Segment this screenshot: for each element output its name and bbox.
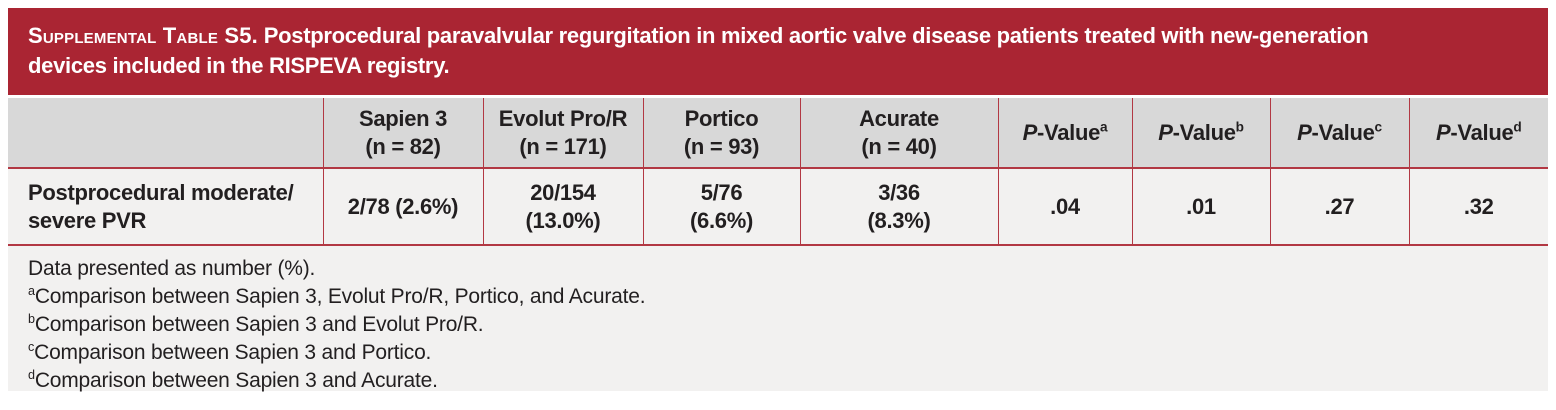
col-header-pvalue-c: P-Valuec [1269, 98, 1409, 168]
cell-pvalue-d: .32 [1408, 168, 1548, 245]
pvalue-superscript-d: d [1513, 119, 1522, 135]
col-header-portico: Portico (n = 93) [642, 98, 800, 168]
footnote-superscript-a: a [28, 284, 35, 298]
col-header-acurate: Acurate (n = 40) [799, 98, 998, 168]
table-title-number: Supplemental Table S5. [28, 23, 258, 48]
col-header-evolut-pro-r: Evolut Pro/R (n = 171) [482, 98, 643, 168]
pvalue-suffix: -Value [1311, 119, 1375, 145]
footnote-text: Comparison between Sapien 3, Evolut Pro/… [34, 285, 646, 308]
footnote-b: bComparison between Sapien 3 and Evolut … [28, 311, 1528, 339]
footnote-superscript-b: b [28, 312, 35, 326]
col-header-sapien3: Sapien 3 (n = 82) [322, 98, 483, 168]
cell-pvalue-a: .04 [997, 168, 1132, 245]
p-italic: P [1158, 119, 1173, 145]
table-title-text: Postprocedural paravalvular regurgitatio… [28, 23, 1369, 78]
footnote-c: cComparison between Sapien 3 and Portico… [28, 339, 1528, 367]
footnote-text: Comparison between Sapien 3 and Evolut P… [34, 313, 484, 336]
table-title-bar: Supplemental Table S5. Postprocedural pa… [8, 8, 1548, 95]
footnote-data-presented: Data presented as number (%). [28, 255, 1528, 283]
pvalue-superscript-b: b [1235, 119, 1244, 135]
table-header-row: Sapien 3 (n = 82) Evolut Pro/R (n = 171)… [8, 98, 1548, 168]
table-title: Supplemental Table S5. Postprocedural pa… [28, 21, 1528, 81]
footnote-a: aComparison between Sapien 3, Evolut Pro… [28, 283, 1528, 311]
footnote-text: Comparison between Sapien 3 and Acurate. [34, 369, 438, 392]
pvalue-suffix: -Value [1037, 119, 1101, 145]
cell-pvalue-b: .01 [1131, 168, 1270, 245]
pvalue-suffix: -Value [1450, 119, 1514, 145]
cell-portico-value: 5/76 (6.6%) [642, 168, 800, 245]
supplemental-table-s5: Supplemental Table S5. Postprocedural pa… [8, 8, 1548, 392]
footnote-superscript-d: d [28, 368, 35, 382]
table-footnotes: Data presented as number (%). aCompariso… [8, 246, 1548, 392]
col-header-pvalue-b: P-Valueb [1131, 98, 1270, 168]
cell-pvalue-c: .27 [1269, 168, 1409, 245]
row-header-postprocedural-pvr: Postprocedural moderate/ severe PVR [28, 179, 294, 233]
p-italic: P [1297, 119, 1312, 145]
col-header-empty [8, 98, 323, 168]
pvalue-superscript-c: c [1374, 119, 1383, 135]
cell-acurate-value: 3/36 (8.3%) [799, 168, 998, 245]
footnote-text: Comparison between Sapien 3 and Portico. [34, 341, 432, 364]
p-italic: P [1022, 119, 1038, 145]
col-header-pvalue-a: P-Valuea [997, 98, 1132, 168]
table-row: Postprocedural moderate/ severe PVR 2/78… [8, 168, 1548, 245]
footnote-d: dComparison between Sapien 3 and Acurate… [28, 367, 1528, 395]
footnote-text: Data presented as number (%). [28, 257, 316, 280]
footnote-superscript-c: c [28, 340, 35, 354]
pvalue-superscript-a: a [1100, 119, 1108, 135]
col-header-pvalue-d: P-Valued [1408, 98, 1548, 168]
pvalue-suffix: -Value [1172, 119, 1236, 145]
cell-sapien3-value: 2/78 (2.6%) [322, 168, 483, 245]
pvr-results-table: Sapien 3 (n = 82) Evolut Pro/R (n = 171)… [8, 98, 1548, 246]
cell-evolut-pro-r-value: 20/154 (13.0%) [482, 168, 643, 245]
p-italic: P [1436, 119, 1451, 145]
